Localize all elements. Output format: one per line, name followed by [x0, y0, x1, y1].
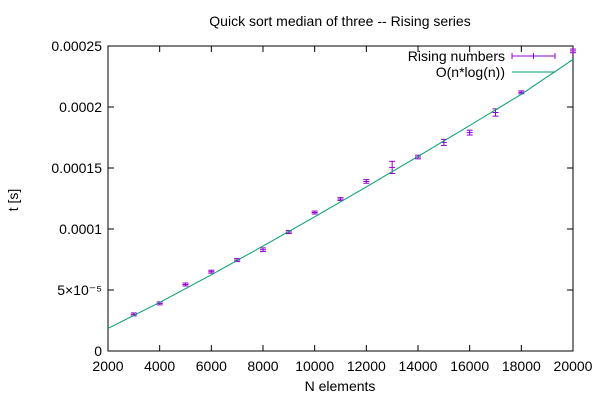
data-point — [466, 129, 473, 136]
x-tick-label: 10000 — [295, 358, 334, 374]
data-point — [570, 48, 576, 54]
chart-title: Quick sort median of three -- Rising ser… — [209, 13, 470, 29]
data-point — [208, 269, 215, 274]
x-tick-label: 2000 — [92, 358, 123, 374]
data-point — [260, 247, 266, 253]
legend-label: Rising numbers — [408, 48, 505, 64]
series-line — [107, 58, 574, 329]
plot-area-frame — [107, 45, 574, 352]
x-tick-label: 12000 — [347, 358, 386, 374]
x-tick-label: 4000 — [144, 358, 175, 374]
y-tick-label: 0 — [94, 343, 102, 359]
x-axis: 2000 4000 6000 8000 10000 12000 14000 16000 1800… — [92, 46, 593, 374]
x-tick-label: 14000 — [399, 358, 438, 374]
series-layer — [107, 48, 576, 329]
x-tick-label: 16000 — [450, 358, 489, 374]
data-point — [363, 179, 370, 184]
y-axis-label: t [s] — [5, 189, 21, 212]
x-axis-label: N elements — [305, 378, 376, 394]
data-point — [182, 282, 189, 287]
data-point — [311, 210, 318, 215]
y-axis: 0 5×10⁻⁵ 0.0001 0.00015 0.0002 0.00025 — [51, 38, 573, 359]
y-tick-label: 5×10⁻⁵ — [57, 282, 102, 298]
data-point — [415, 154, 421, 160]
y-tick-label: 0.00025 — [51, 38, 102, 54]
y-tick-label: 0.0001 — [59, 221, 102, 237]
x-tick-label: 20000 — [554, 358, 593, 374]
y-tick-label: 0.00015 — [51, 160, 102, 176]
legend-label: O(n*log(n)) — [436, 64, 505, 80]
x-tick-label: 6000 — [196, 358, 227, 374]
y-tick-label: 0.0002 — [59, 99, 102, 115]
x-tick-label: 8000 — [247, 358, 278, 374]
x-tick-label: 18000 — [502, 358, 541, 374]
